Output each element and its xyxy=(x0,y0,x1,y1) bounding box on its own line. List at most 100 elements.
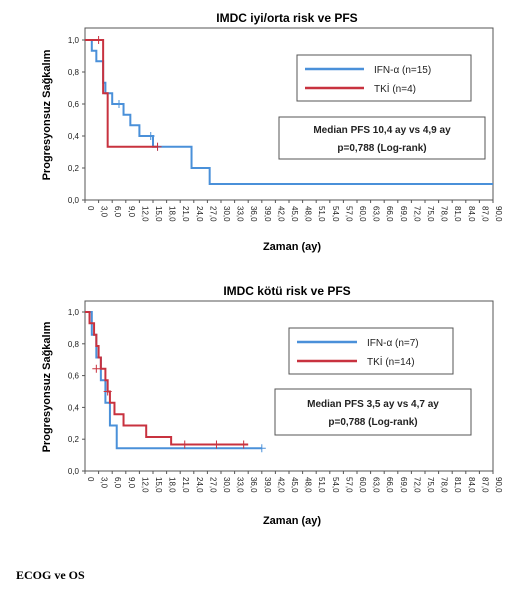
x-tick-label: 48,0 xyxy=(304,477,313,493)
x-tick-label: 39,0 xyxy=(263,477,272,493)
x-tick-label: 72,0 xyxy=(412,206,421,222)
x-tick-label: 21,0 xyxy=(181,206,190,222)
x-tick-label: 30,0 xyxy=(222,477,231,493)
x-tick-label: 30,0 xyxy=(222,206,231,222)
y-tick-label: 0,2 xyxy=(68,164,80,173)
annotation-pvalue: p=0,788 (Log-rank) xyxy=(337,143,426,154)
y-tick-label: 1,0 xyxy=(68,308,80,317)
x-tick-label: 51,0 xyxy=(317,206,326,222)
x-tick-label: 27,0 xyxy=(208,206,217,222)
x-tick-label: 66,0 xyxy=(385,477,394,493)
x-tick-label: 18,0 xyxy=(168,477,177,493)
x-tick-label: 51,0 xyxy=(317,477,326,493)
annotation-box xyxy=(278,116,486,160)
censor-mark xyxy=(103,387,112,396)
y-tick-label: 0,0 xyxy=(68,467,80,476)
x-tick-label: 75,0 xyxy=(426,206,435,222)
x-tick-label: 90,0 xyxy=(494,477,503,493)
x-tick-label: 87,0 xyxy=(480,477,489,493)
x-tick-label: 36,0 xyxy=(249,477,258,493)
x-tick-label: 42,0 xyxy=(276,206,285,222)
legend-label-ifn: IFN-α (n=7) xyxy=(367,338,419,349)
x-tick-label: 24,0 xyxy=(195,477,204,493)
y-ticks: 0,0 0,2 0,4 0,6 0,8 1,0 xyxy=(68,308,85,476)
censor-mark xyxy=(115,100,123,108)
y-tick-label: 0,4 xyxy=(68,403,80,412)
legend-label-ifn: IFN-α (n=15) xyxy=(374,65,431,76)
x-tick-label: 90,0 xyxy=(494,206,503,222)
x-tick-label: 45,0 xyxy=(290,206,299,222)
x-tick-label: 63,0 xyxy=(372,477,381,493)
x-tick-label: 60,0 xyxy=(358,206,367,222)
chart-kotu-risk: IMDC kötü risk ve PFS 0,0 0,2 0,4 0,6 0,8 1,0… xyxy=(41,284,503,527)
y-tick-label: 0,8 xyxy=(68,340,80,349)
chart-title: IMDC kötü risk ve PFS xyxy=(223,284,350,298)
censor-mark xyxy=(239,440,248,449)
x-tick-label: 87,0 xyxy=(480,206,489,222)
series-line-0 xyxy=(85,39,493,185)
x-axis-label: Zaman (ay) xyxy=(263,241,321,253)
x-tick-label: 12,0 xyxy=(140,206,149,222)
censor-mark xyxy=(212,440,221,449)
x-tick-label: 33,0 xyxy=(236,477,245,493)
x-tick-label: 42,0 xyxy=(276,477,285,493)
x-tick-label: 12,0 xyxy=(140,477,149,493)
chart-iyi-orta-risk: IMDC iyi/orta risk ve PFS 0,0 0,2 0,4 0,6 0,… xyxy=(41,11,503,253)
annotation-median: Median PFS 3,5 ay vs 4,7 ay xyxy=(307,399,439,410)
x-tick-label: 84,0 xyxy=(467,206,476,222)
legend-box xyxy=(296,54,472,102)
y-tick-label: 0,0 xyxy=(68,196,80,205)
section-heading: ECOG ve OS xyxy=(16,568,85,582)
x-tick-label: 15,0 xyxy=(154,206,163,222)
y-ticks: 0,0 0,2 0,4 0,6 0,8 1,0 xyxy=(68,36,85,205)
annotation-box xyxy=(274,388,472,436)
x-tick-label: 78,0 xyxy=(440,477,449,493)
x-tick-label: 9,0 xyxy=(127,477,136,489)
x-tick-label: 78,0 xyxy=(440,206,449,222)
x-tick-label: 72,0 xyxy=(412,477,421,493)
x-tick-label: 84,0 xyxy=(467,477,476,493)
y-tick-label: 0,8 xyxy=(68,68,80,77)
x-tick-label: 9,0 xyxy=(127,206,136,218)
y-tick-label: 0,4 xyxy=(68,132,80,141)
x-tick-label: 57,0 xyxy=(344,477,353,493)
x-tick-label: 66,0 xyxy=(385,206,394,222)
x-tick-label: 81,0 xyxy=(453,206,462,222)
x-ticks: 0 3,0 6,0 9,0 12,0 15,0 18,0 21,0 24,0 27,0 30,0 33… xyxy=(84,200,503,222)
y-tick-label: 0,6 xyxy=(68,372,80,381)
y-tick-label: 0,2 xyxy=(68,435,80,444)
x-tick-label: 3,0 xyxy=(100,206,109,218)
x-tick-label: 48,0 xyxy=(304,206,313,222)
x-tick-label: 57,0 xyxy=(344,206,353,222)
x-tick-label: 27,0 xyxy=(208,477,217,493)
censor-mark xyxy=(146,132,155,140)
censor-mark xyxy=(153,142,162,151)
x-tick-label: 33,0 xyxy=(236,206,245,222)
x-tick-label: 81,0 xyxy=(453,477,462,493)
x-tick-label: 54,0 xyxy=(331,477,340,493)
annotation-median: Median PFS 10,4 ay vs 4,9 ay xyxy=(313,125,451,136)
y-axis-label: Progresyonsuz Sağkalım xyxy=(41,49,53,180)
censor-mark xyxy=(257,444,266,453)
x-tick-label: 45,0 xyxy=(290,477,299,493)
x-tick-label: 60,0 xyxy=(358,477,367,493)
legend-label-tki: TKİ (n=14) xyxy=(367,355,415,368)
x-tick-label: 0 xyxy=(86,206,95,211)
x-tick-label: 24,0 xyxy=(195,206,204,222)
annotation-pvalue: p=0,788 (Log-rank) xyxy=(328,417,417,428)
chart-title: IMDC iyi/orta risk ve PFS xyxy=(216,11,357,25)
plot-frame xyxy=(84,300,494,472)
series-line-0 xyxy=(85,311,262,450)
censor-mark xyxy=(180,440,189,449)
x-tick-label: 15,0 xyxy=(154,477,163,493)
series-layer xyxy=(85,311,266,453)
censor-mark xyxy=(94,36,103,44)
plot-frame xyxy=(84,27,494,201)
y-axis-label: Progresyonsuz Sağkalım xyxy=(41,321,53,452)
x-axis-label: Zaman (ay) xyxy=(263,515,321,527)
censor-mark xyxy=(92,364,101,373)
y-tick-label: 0,6 xyxy=(68,100,80,109)
x-tick-label: 18,0 xyxy=(168,206,177,222)
legend-box xyxy=(288,327,454,375)
